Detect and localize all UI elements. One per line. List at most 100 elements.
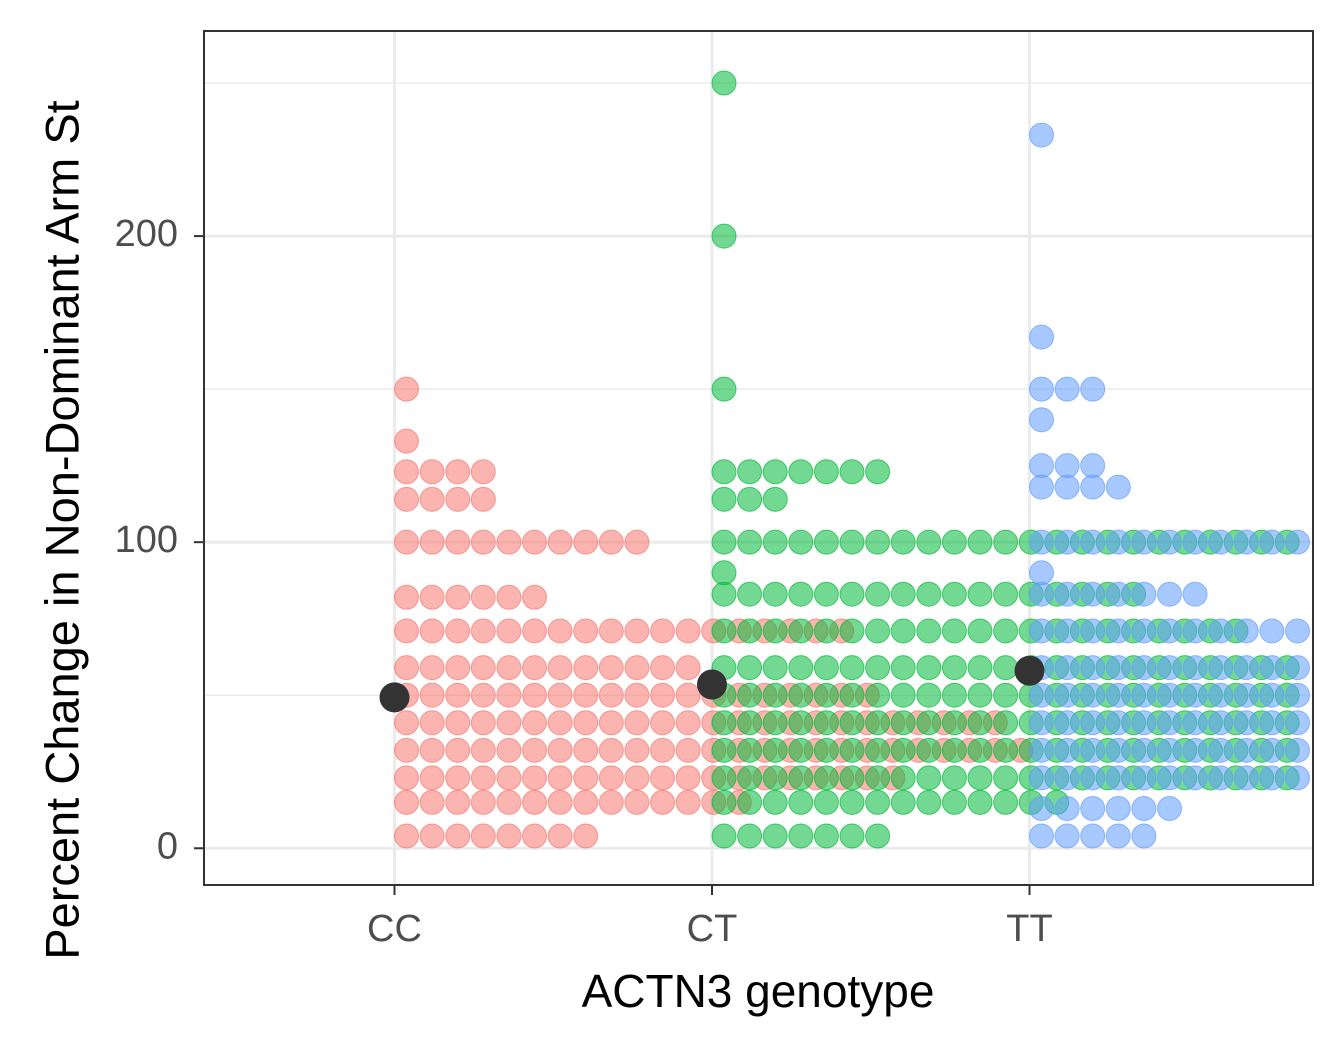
dot [547, 765, 573, 791]
dot [813, 682, 839, 708]
dot [1029, 737, 1054, 763]
dot [1233, 710, 1259, 736]
dot [1054, 376, 1080, 402]
dot [865, 459, 891, 485]
dot [890, 789, 916, 815]
dot [675, 765, 701, 791]
dot [865, 529, 891, 555]
dot [1208, 737, 1234, 763]
dot [1157, 737, 1182, 763]
dot [993, 581, 1019, 607]
dot [737, 618, 763, 644]
dot [496, 584, 522, 610]
y-tick-label: 100 [115, 519, 178, 561]
dot [675, 618, 701, 644]
dot [865, 710, 891, 736]
dot [1233, 737, 1259, 763]
dot [496, 655, 522, 681]
dot [1105, 823, 1131, 849]
dot [1285, 682, 1310, 708]
dot [865, 655, 891, 681]
dot [737, 581, 763, 607]
dot [711, 789, 737, 815]
dot [522, 618, 547, 644]
dot [737, 710, 763, 736]
dot [839, 789, 865, 815]
dot [1233, 682, 1259, 708]
dot [394, 823, 419, 849]
dot [813, 581, 839, 607]
dot [737, 682, 763, 708]
dot [419, 655, 445, 681]
dot [890, 655, 916, 681]
dot [1285, 655, 1310, 681]
dot [394, 584, 419, 610]
dot [967, 682, 993, 708]
dot [1054, 795, 1080, 821]
dot [916, 710, 942, 736]
x-tick-label: CT [687, 908, 738, 950]
dot [1233, 655, 1259, 681]
dot [1131, 655, 1157, 681]
dot [1285, 765, 1310, 791]
dot [1131, 737, 1157, 763]
dot [993, 710, 1019, 736]
dot [470, 682, 496, 708]
dot [1208, 655, 1234, 681]
dot [547, 789, 573, 815]
dot [1105, 737, 1131, 763]
dot [650, 765, 675, 791]
dot [1182, 682, 1208, 708]
dot [675, 789, 701, 815]
dot [890, 737, 916, 763]
dot [1105, 618, 1131, 644]
dot [419, 765, 445, 791]
dot [650, 655, 675, 681]
dot [711, 737, 737, 763]
dot [711, 823, 737, 849]
dot [675, 682, 701, 708]
dot [573, 655, 599, 681]
dot [624, 529, 650, 555]
dot [598, 529, 624, 555]
dot [522, 737, 547, 763]
dot [624, 682, 650, 708]
dot [890, 529, 916, 555]
dot [1259, 655, 1285, 681]
dot [711, 710, 737, 736]
dot [624, 789, 650, 815]
dot [993, 529, 1019, 555]
dot [788, 765, 814, 791]
dot [762, 459, 788, 485]
dot [1105, 710, 1131, 736]
dot [394, 486, 419, 512]
dot [1208, 682, 1234, 708]
dot [967, 529, 993, 555]
dot [419, 737, 445, 763]
dot [522, 682, 547, 708]
dot [711, 560, 737, 586]
dot [711, 529, 737, 555]
dot [916, 737, 942, 763]
dot [737, 486, 763, 512]
plot-layer [204, 31, 1313, 885]
dot [865, 789, 891, 815]
dot [445, 486, 471, 512]
dot [865, 581, 891, 607]
dot [993, 682, 1019, 708]
dot [737, 459, 763, 485]
dot [598, 682, 624, 708]
dot [1233, 529, 1259, 555]
dot [394, 765, 419, 791]
dot [522, 584, 547, 610]
x-tick-label: TT [1006, 908, 1052, 950]
dot [839, 459, 865, 485]
summary-point [697, 669, 727, 700]
dot [839, 710, 865, 736]
dot [1131, 618, 1157, 644]
dot [916, 618, 942, 644]
dot [711, 581, 737, 607]
dot [522, 529, 547, 555]
dot [496, 823, 522, 849]
dot [470, 486, 496, 512]
